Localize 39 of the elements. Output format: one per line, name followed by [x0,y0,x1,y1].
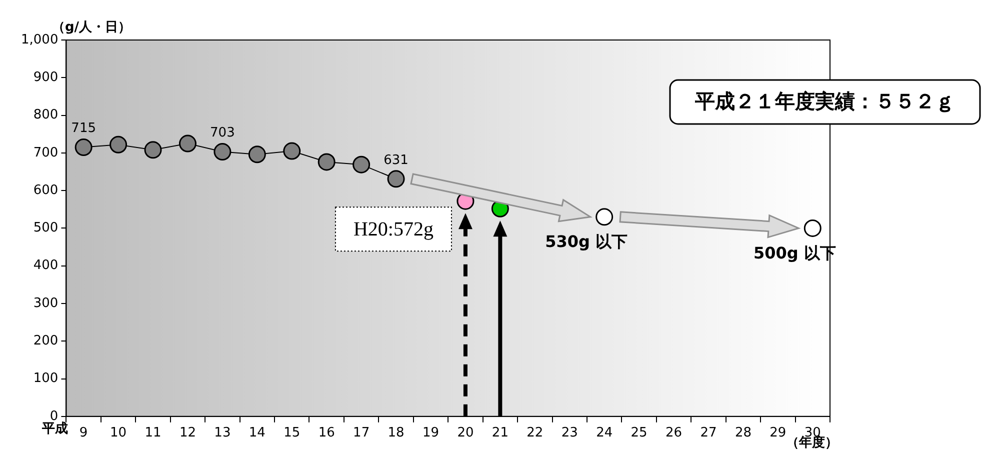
x-tick-label: 9 [79,426,88,441]
x-tick-label: 17 [353,426,370,441]
y-tick-label: 200 [33,333,58,348]
x-tick-label: 29 [770,426,786,441]
x-tick-label: 20 [457,426,474,441]
text: 平成 [41,421,68,436]
x-tick-label: 10 [110,426,127,441]
x-tick-label: 15 [284,426,300,441]
y-axis-title: （g/人・日） [52,20,132,35]
x-tick-label: 25 [630,426,648,441]
x-tick-label: 27 [700,426,717,441]
x-tick-label: 19 [422,426,440,441]
data-label: 530g 以下 [545,232,628,252]
y-tick-label: 900 [33,70,58,86]
y-tick-label: 300 [33,296,58,311]
x-tick-label: 16 [318,426,335,441]
x-tick-label: 13 [214,426,231,441]
y-tick-label: 600 [33,182,58,198]
data-label: 631 [384,152,408,168]
x-tick-label: 14 [248,426,266,441]
y-tick-label: 1,000 [21,32,58,48]
x-tick-label: 21 [492,426,508,441]
x-tick-label: 26 [666,426,682,441]
x-tick-label: 11 [144,426,162,441]
y-tick-label: 100 [33,371,58,386]
y-tick-label: 500 [33,220,58,236]
y-tick-label: 700 [33,145,58,160]
y-tick-label: 800 [33,108,58,123]
data-label: 703 [210,126,235,141]
y-tick-label: 400 [33,258,58,274]
x-tick-label: 22 [526,426,544,441]
annotation: H20:572g [353,218,434,240]
x-tick-label: 18 [388,426,404,441]
x-tick-label: 12 [179,426,196,441]
x-tick-label: 24 [596,426,613,441]
x-tick-label: 23 [561,426,578,441]
x-tick-label: 28 [734,426,752,441]
text: 平成２１年度実績：５５２ｇ [694,89,955,114]
data-label: 715 [71,121,96,136]
